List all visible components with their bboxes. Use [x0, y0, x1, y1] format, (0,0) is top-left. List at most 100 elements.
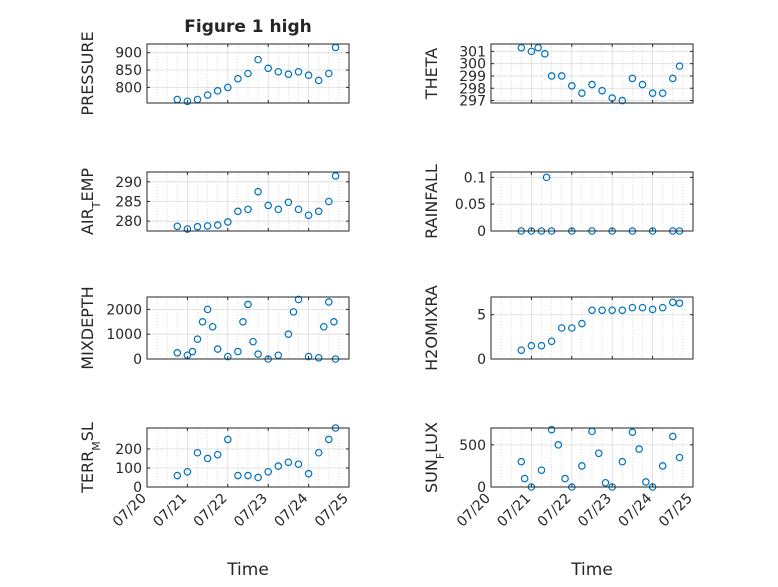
data-point	[567, 324, 576, 332]
x-tick-label: 07/20	[454, 491, 494, 531]
data-point	[173, 471, 182, 480]
data-point	[547, 72, 556, 80]
data-point	[264, 467, 273, 476]
y-tick-label: 900	[115, 46, 142, 62]
y-tick-label: 0	[477, 480, 486, 496]
data-point	[567, 81, 576, 90]
data-point	[658, 89, 667, 97]
data-point	[675, 299, 684, 308]
data-point	[284, 198, 293, 207]
subplot-sun-flux: 0 500 SUNFLUX 07/20 07/21 07/22 07/23 07/24 07/2…	[422, 422, 696, 580]
y-tick-label: 0.1	[464, 170, 486, 186]
data-point	[274, 205, 283, 214]
data-point	[193, 448, 202, 457]
data-point	[324, 435, 333, 444]
data-point	[234, 471, 242, 480]
data-point	[173, 222, 182, 231]
data-point	[224, 83, 232, 92]
data-point	[578, 89, 586, 97]
y-tick-label: 285	[115, 195, 142, 211]
data-point	[254, 350, 262, 358]
data-point	[638, 80, 647, 89]
data-point	[324, 298, 333, 306]
y-tick-label: 0	[477, 224, 486, 240]
data-point	[254, 187, 262, 196]
x-tick-label: 07/24	[616, 490, 656, 530]
x-tick-label: 07/25	[312, 491, 352, 531]
data-point	[304, 211, 313, 220]
data-point	[675, 453, 684, 462]
data-point	[588, 80, 596, 89]
data-point	[294, 295, 303, 304]
data-point	[193, 335, 202, 343]
data-point	[254, 55, 262, 64]
data-point	[264, 201, 273, 210]
data-point	[274, 67, 283, 76]
data-point	[289, 308, 298, 316]
data-point	[208, 322, 217, 331]
x-axis-label: Time	[570, 560, 613, 580]
y-tick-label: 290	[115, 175, 142, 191]
axes-box	[490, 427, 694, 488]
data-point	[527, 341, 536, 350]
y-tick-label: 300	[459, 57, 486, 73]
data-point	[224, 435, 232, 444]
axes-box	[490, 171, 694, 232]
data-point	[314, 353, 323, 362]
y-axis-label: PRESSURE	[78, 31, 97, 115]
data-point	[598, 86, 606, 95]
data-point	[203, 305, 212, 314]
y-tick-label: 100	[115, 461, 142, 477]
x-tick-label: 07/23	[575, 491, 615, 531]
data-point	[520, 474, 529, 483]
data-point	[542, 173, 551, 182]
data-point	[284, 458, 293, 467]
data-point	[608, 306, 617, 315]
data-point	[628, 428, 637, 437]
y-tick-label: 200	[115, 442, 142, 458]
data-point	[527, 47, 536, 56]
y-tick-label: 0	[133, 352, 142, 368]
data-point	[517, 346, 526, 354]
chart-title: Figure 1 high	[184, 17, 312, 37]
y-axis-label: H2OMIXRA	[422, 285, 441, 371]
data-point	[244, 69, 252, 78]
data-point	[294, 460, 303, 468]
y-tick-label: 2000	[106, 302, 142, 318]
data-point	[537, 341, 546, 350]
data-point	[198, 317, 207, 326]
x-tick-label: 07/21	[494, 491, 534, 531]
data-point	[244, 471, 252, 480]
data-point	[224, 218, 232, 226]
plot-area	[491, 172, 693, 231]
subplot-terr-msl: 0 100 200 TERRMSL 07/20 07/21 07/22 07/23 07/24 0…	[78, 422, 352, 580]
subplot-mixdepth: 0 1000 2000 MIXDEPTH	[78, 286, 350, 370]
data-point	[183, 225, 192, 233]
data-point	[537, 466, 546, 474]
data-point	[264, 64, 273, 73]
data-point	[274, 351, 283, 360]
data-point	[193, 222, 202, 231]
y-tick-label: 800	[115, 80, 142, 96]
data-point	[330, 317, 338, 326]
y-tick-label: 0.05	[455, 197, 486, 213]
y-tick-label: 298	[459, 81, 486, 97]
x-tick-label: 07/20	[110, 491, 150, 531]
data-point	[319, 322, 328, 331]
axes-box	[146, 296, 350, 360]
y-axis-label: MIXDEPTH	[78, 286, 97, 369]
data-point	[244, 300, 252, 309]
y-tick-label: 0	[133, 480, 142, 496]
data-point	[203, 454, 212, 463]
y-tick-label: 850	[115, 63, 142, 79]
axes-box	[146, 43, 350, 104]
data-point	[658, 303, 667, 312]
data-point	[294, 67, 303, 76]
data-point	[541, 50, 549, 58]
x-axis-label: Time	[226, 560, 269, 580]
data-point	[638, 303, 647, 312]
data-point	[224, 352, 232, 361]
